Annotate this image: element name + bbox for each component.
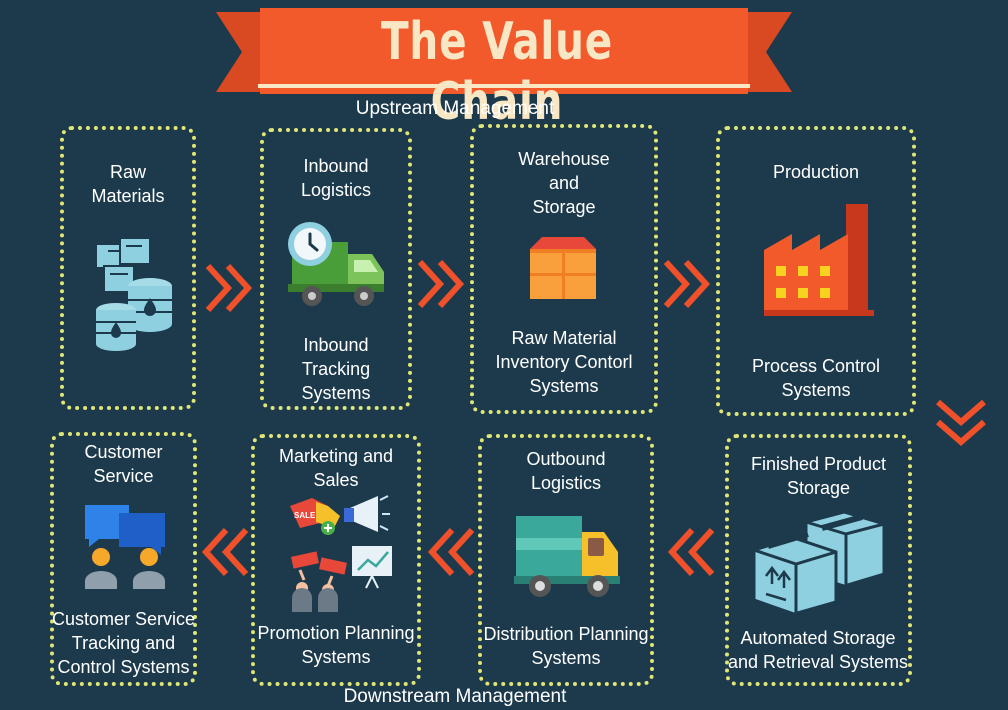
- customer-system: Customer Service Tracking and Control Syst…: [51, 609, 196, 677]
- outbound-title: Outbound Logistics: [526, 449, 606, 493]
- finished-title: Finished Product Storage: [750, 454, 887, 498]
- marketing-collage-icon: SALE: [290, 495, 392, 612]
- outbound-system: Distribution Planning Systems: [483, 624, 649, 668]
- stage-outbound-logistics: [478, 434, 654, 686]
- truck-clock-icon: [288, 222, 384, 306]
- page-title: The Value Chain: [380, 12, 614, 132]
- inbound-title: Inbound Logistics: [300, 156, 372, 200]
- stage-finished-storage: [725, 434, 912, 686]
- chevron-right-icon: [663, 259, 711, 309]
- marketing-system: Promotion Planning Systems: [257, 623, 415, 667]
- production-title: Production: [772, 162, 860, 182]
- warehouse-system: Raw Material Inventory Contorl Systems: [495, 328, 633, 396]
- marketing-title: Marketing and Sales: [278, 446, 394, 490]
- chat-people-icon: [85, 505, 165, 589]
- title-banner: [216, 8, 792, 94]
- production-system: Process Control Systems: [751, 356, 881, 400]
- stage-inbound-logistics: [260, 128, 412, 410]
- factory-icon: [764, 204, 874, 316]
- chevron-left-icon: [427, 527, 475, 577]
- stage-production: [716, 126, 916, 416]
- inbound-system: Inbound Tracking Systems: [301, 335, 371, 403]
- upstream-label: Upstream Management: [355, 98, 555, 119]
- chevron-down-icon: [936, 399, 986, 446]
- delivery-truck-icon: [514, 516, 620, 597]
- finished-system: Automated Storage and Retrieval Systems: [727, 628, 909, 672]
- warehouse-boxes-icon: [530, 237, 596, 299]
- stage-customer-service: [50, 432, 197, 686]
- downstream-label: Downstream Management: [343, 686, 567, 707]
- boxes-barrels-icon: [95, 237, 172, 351]
- sale-tag-text: SALE: [294, 511, 316, 520]
- stage-warehouse: [470, 124, 658, 414]
- warehouse-title: Warehouse and Storage: [518, 149, 610, 217]
- raw-materials-title: Raw Materials: [91, 162, 165, 206]
- stage-raw-materials: [60, 126, 196, 410]
- chevron-left-icon: [667, 527, 715, 577]
- chevron-right-icon: [205, 263, 253, 313]
- chevron-right-icon: [417, 259, 465, 309]
- stage-marketing-sales: [251, 434, 421, 686]
- chevron-left-icon: [201, 527, 249, 577]
- storage-boxes-icon: [752, 510, 886, 616]
- customer-title: Customer Service: [84, 442, 163, 486]
